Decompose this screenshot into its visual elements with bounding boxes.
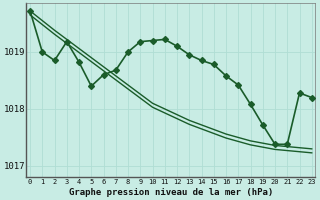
- X-axis label: Graphe pression niveau de la mer (hPa): Graphe pression niveau de la mer (hPa): [69, 188, 273, 197]
